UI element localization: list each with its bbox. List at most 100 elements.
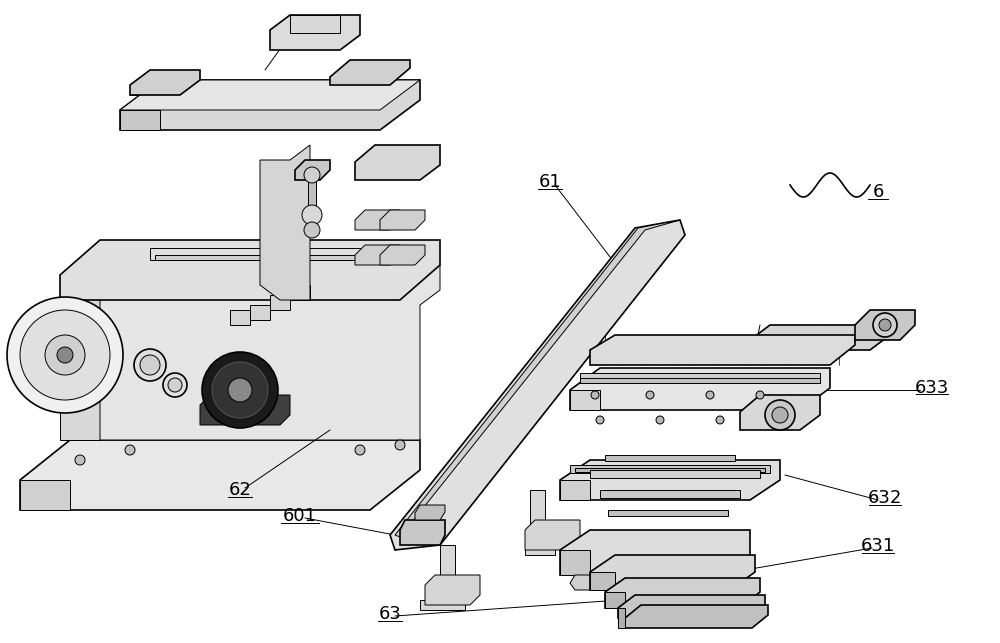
Bar (290, 285, 310, 300)
Polygon shape (660, 568, 695, 590)
Bar (590, 470, 760, 478)
Polygon shape (260, 145, 310, 300)
Text: 601: 601 (283, 507, 317, 525)
Polygon shape (355, 210, 400, 230)
Text: 64: 64 (284, 33, 306, 51)
Circle shape (75, 455, 85, 465)
Polygon shape (20, 480, 70, 510)
Circle shape (163, 373, 187, 397)
Circle shape (57, 347, 73, 363)
Circle shape (646, 391, 654, 399)
Polygon shape (530, 490, 545, 545)
Polygon shape (570, 390, 600, 410)
Circle shape (45, 335, 85, 375)
Circle shape (168, 378, 182, 392)
Circle shape (879, 319, 891, 331)
Polygon shape (590, 335, 855, 365)
Bar (308, 175, 316, 230)
Polygon shape (560, 530, 750, 575)
Polygon shape (615, 568, 650, 590)
Text: 63: 63 (379, 605, 401, 623)
Bar (580, 378, 820, 383)
Text: 6: 6 (872, 183, 884, 201)
Bar (580, 373, 820, 383)
Polygon shape (740, 395, 820, 430)
Polygon shape (295, 160, 330, 180)
Polygon shape (560, 460, 780, 500)
Polygon shape (330, 60, 410, 85)
Circle shape (228, 378, 252, 402)
Polygon shape (120, 80, 420, 110)
Polygon shape (560, 550, 590, 575)
Polygon shape (618, 595, 765, 618)
Polygon shape (130, 70, 200, 95)
Polygon shape (355, 145, 440, 180)
Bar (608, 510, 728, 516)
Polygon shape (618, 608, 625, 628)
Polygon shape (270, 15, 360, 50)
Circle shape (591, 391, 599, 399)
Circle shape (134, 349, 166, 381)
Circle shape (395, 440, 405, 450)
Text: 633: 633 (915, 379, 949, 397)
Polygon shape (395, 220, 680, 537)
Polygon shape (380, 210, 425, 230)
Polygon shape (525, 520, 580, 550)
Polygon shape (570, 568, 605, 590)
Polygon shape (625, 605, 768, 628)
Circle shape (596, 416, 604, 424)
Bar (290, 15, 340, 33)
Polygon shape (200, 395, 290, 425)
Polygon shape (60, 275, 100, 440)
Circle shape (772, 407, 788, 423)
Bar (575, 468, 765, 472)
Text: 61: 61 (539, 173, 561, 191)
Bar (150, 248, 380, 260)
Polygon shape (120, 80, 420, 130)
Polygon shape (400, 520, 445, 545)
Polygon shape (390, 220, 685, 550)
Text: 631: 631 (861, 537, 895, 555)
Circle shape (20, 310, 110, 400)
Text: 632: 632 (868, 489, 902, 507)
Polygon shape (605, 592, 625, 608)
Circle shape (706, 391, 714, 399)
Circle shape (656, 416, 664, 424)
Polygon shape (570, 368, 830, 410)
Polygon shape (60, 240, 440, 300)
Circle shape (212, 362, 268, 418)
Polygon shape (20, 440, 420, 510)
Bar (250, 305, 270, 320)
Polygon shape (415, 505, 445, 520)
Polygon shape (420, 600, 465, 610)
Circle shape (140, 355, 160, 375)
Circle shape (756, 391, 764, 399)
Polygon shape (590, 555, 755, 590)
Polygon shape (425, 575, 480, 605)
Polygon shape (605, 578, 760, 608)
Polygon shape (100, 265, 440, 440)
Polygon shape (440, 545, 455, 600)
Bar (270, 295, 290, 310)
Polygon shape (380, 245, 425, 265)
Circle shape (355, 445, 365, 455)
Polygon shape (560, 480, 590, 500)
Circle shape (716, 416, 724, 424)
Polygon shape (705, 568, 740, 590)
Polygon shape (750, 325, 890, 350)
Polygon shape (590, 572, 615, 590)
Bar (600, 490, 740, 498)
Polygon shape (120, 110, 160, 130)
Circle shape (7, 297, 123, 413)
Bar (230, 310, 250, 325)
Circle shape (202, 352, 278, 428)
Polygon shape (855, 310, 915, 340)
Circle shape (765, 400, 795, 430)
Text: 62: 62 (229, 481, 251, 499)
Polygon shape (525, 545, 555, 555)
Circle shape (873, 313, 897, 337)
Polygon shape (355, 245, 400, 265)
Bar (570, 465, 770, 473)
Bar (155, 255, 375, 260)
Bar (605, 455, 735, 461)
